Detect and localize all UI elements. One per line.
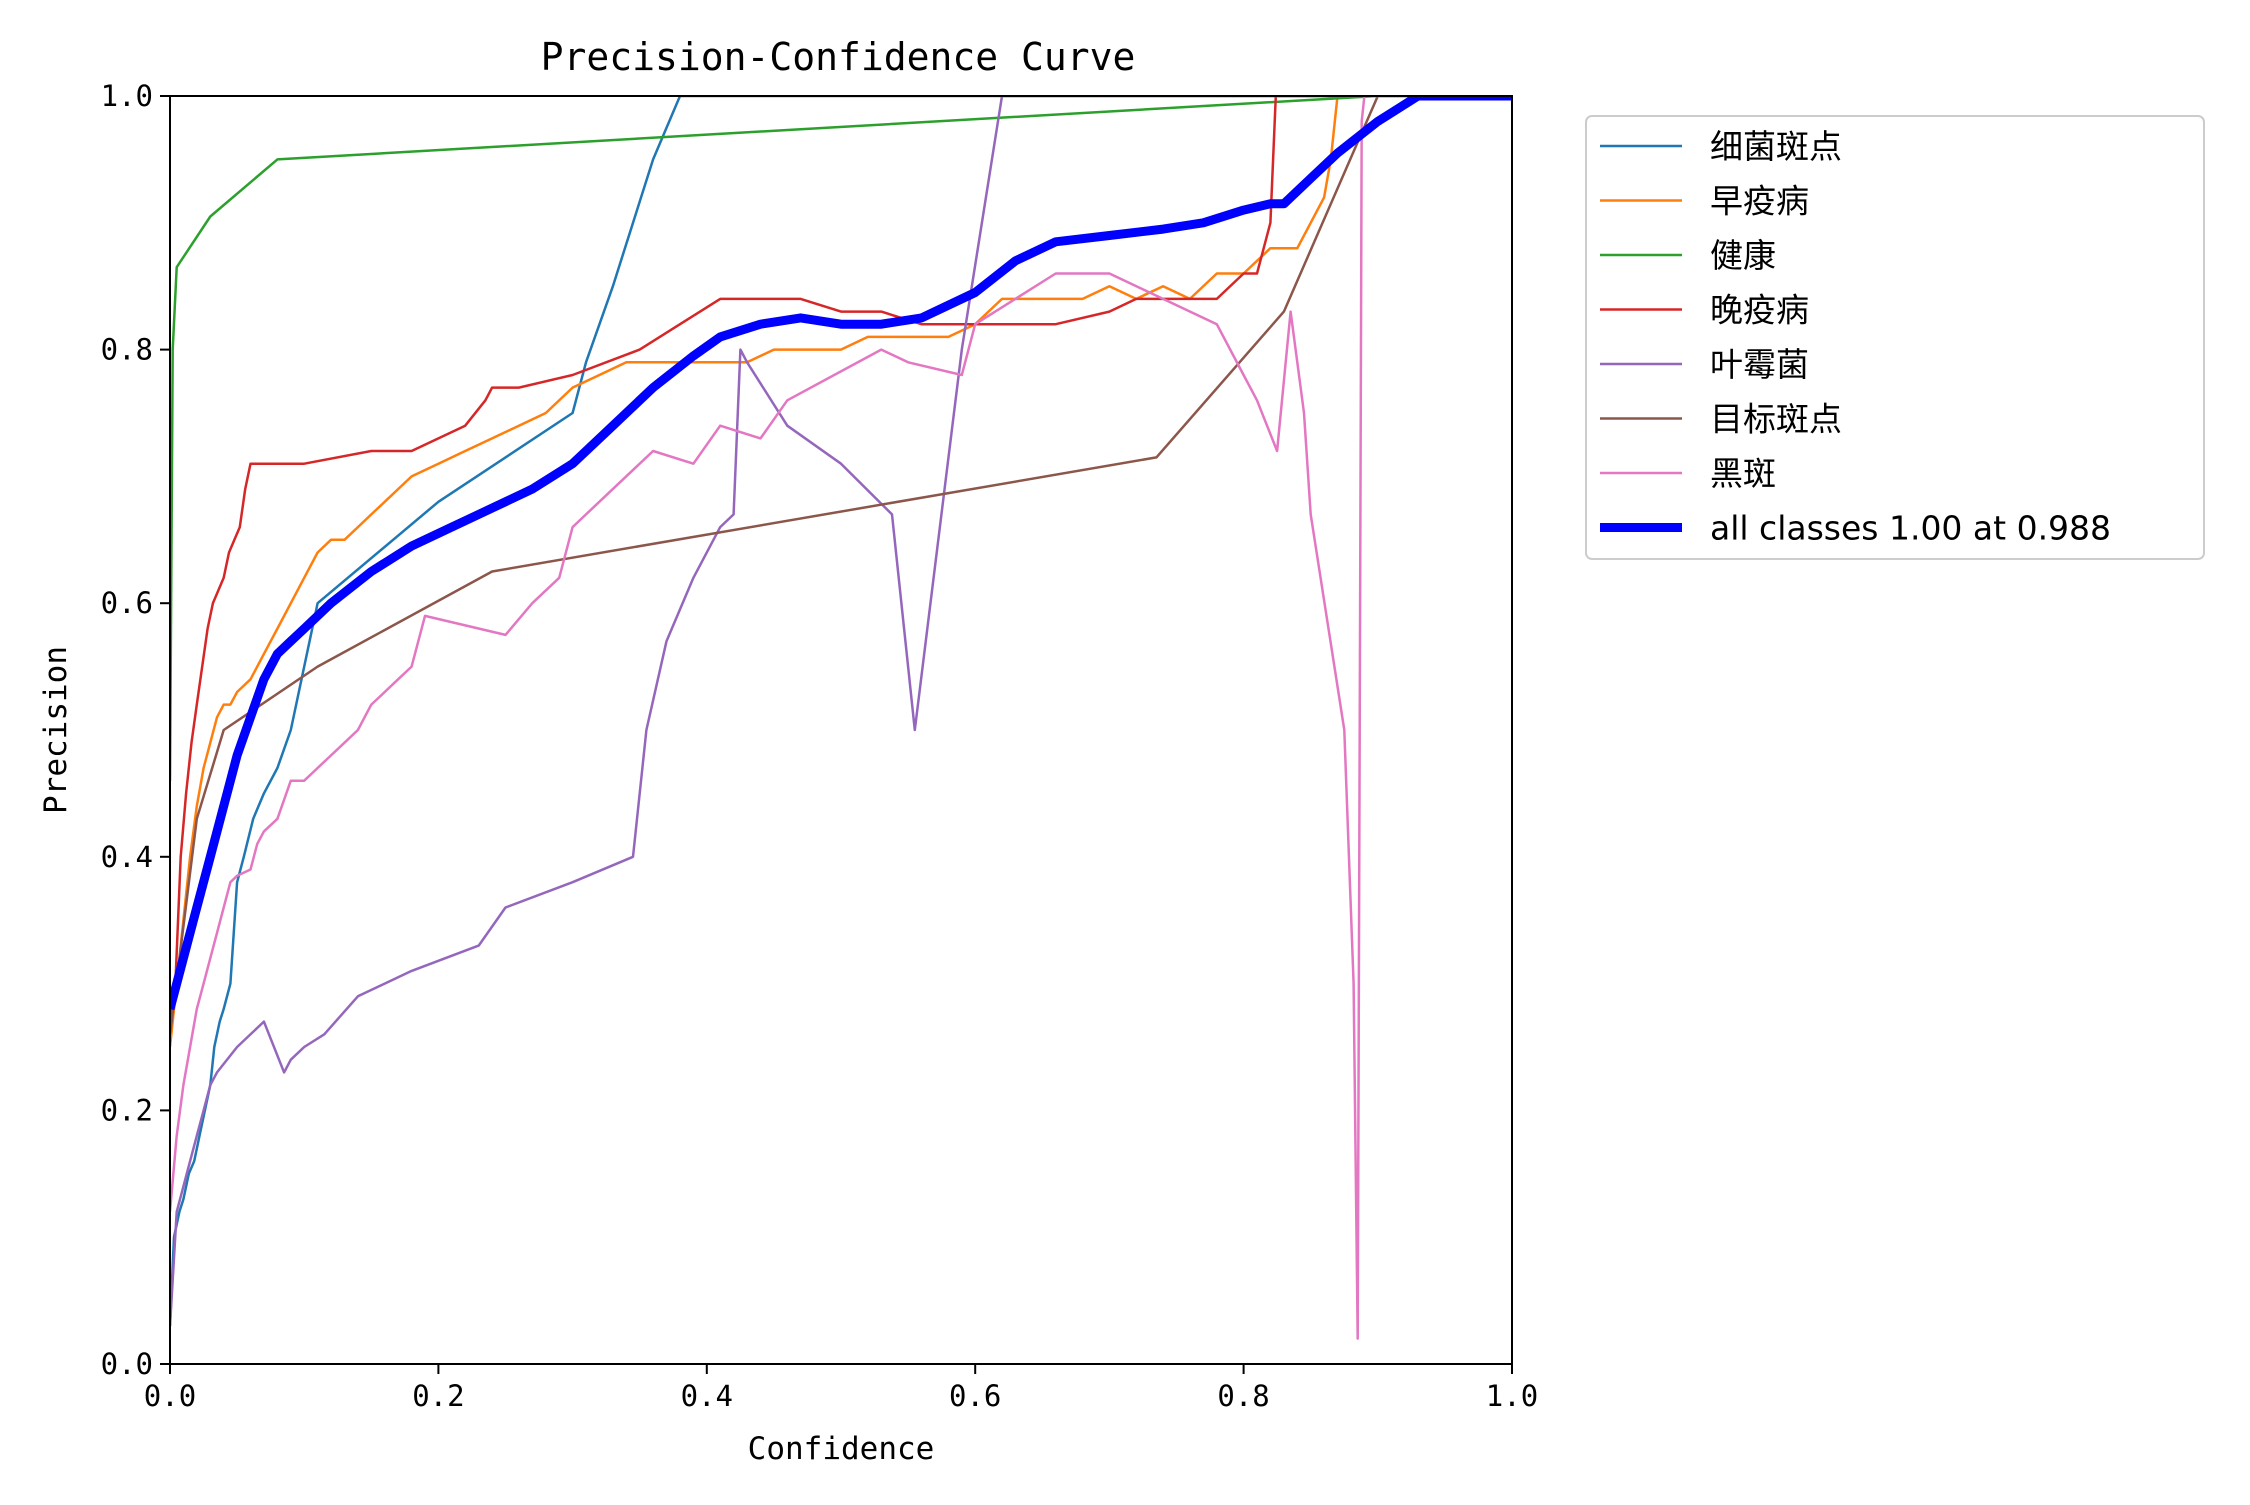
x-tick-label: 1.0 (1486, 1379, 1538, 1413)
series-line-4 (170, 96, 1512, 1022)
series-line-1 (170, 96, 1512, 1327)
legend-label: 晚疫病 (1710, 291, 1809, 330)
axis-ticks: 0.0 0.2 0.4 0.6 0.8 1.0 0.0 0.2 0.4 0.6 0.8 1.0 (101, 79, 1539, 1413)
x-tick-label: 0.2 (412, 1379, 464, 1413)
y-tick-label: 0.0 (101, 1347, 153, 1381)
series-line-6 (170, 96, 1512, 1035)
legend-label: 叶霉菌 (1710, 345, 1809, 384)
series-layer (170, 96, 1512, 1340)
legend-label: 黑斑 (1710, 454, 1776, 493)
legend-label: 目标斑点 (1710, 400, 1842, 439)
x-tick-label: 0.8 (1217, 1379, 1269, 1413)
legend-label: all classes 1.00 at 0.988 (1710, 509, 2111, 548)
x-axis-label: Confidence (748, 1431, 935, 1467)
x-tick-label: 0.4 (681, 1379, 733, 1413)
y-tick-label: 0.6 (101, 586, 153, 620)
y-tick-label: 1.0 (101, 79, 153, 113)
plot-frame (169, 95, 1513, 1365)
legend-label: 早疫病 (1710, 182, 1809, 221)
y-tick-label: 0.4 (101, 840, 153, 874)
series-line-2 (170, 96, 1512, 1048)
x-tick-label: 0.0 (144, 1379, 196, 1413)
legend-label: 细菌斑点 (1710, 127, 1842, 166)
series-line-8 (170, 96, 1512, 1011)
series-line-3 (170, 96, 1512, 781)
series-line-7 (170, 96, 1512, 1340)
legend-label: 健康 (1710, 236, 1776, 275)
y-axis-label: Precision (38, 646, 74, 814)
chart-title: Precision-Confidence Curve (541, 35, 1136, 79)
x-tick-label: 0.6 (949, 1379, 1001, 1413)
legend-box (1585, 115, 2205, 560)
y-tick-label: 0.2 (101, 1093, 153, 1127)
series-line-5 (170, 96, 1512, 1327)
y-tick-label: 0.8 (101, 333, 153, 367)
